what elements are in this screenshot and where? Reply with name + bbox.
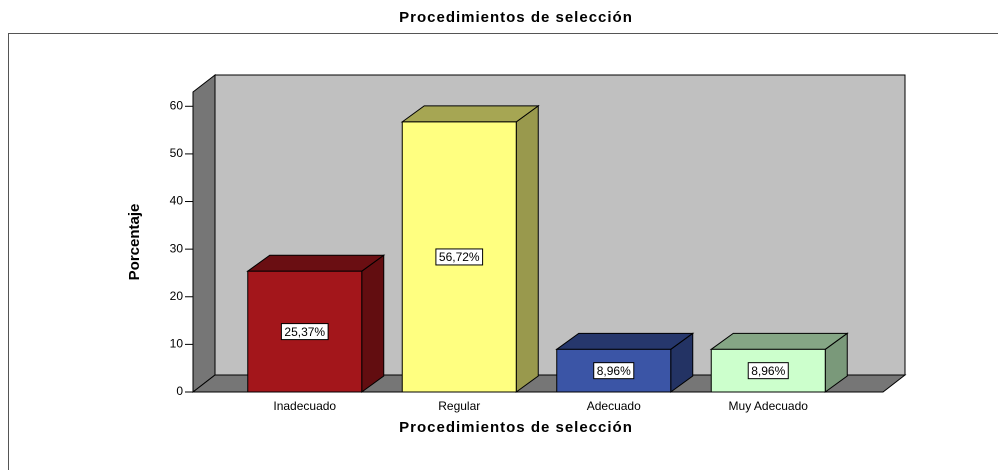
x-tick-label: Regular bbox=[438, 399, 480, 413]
y-tick-label: 10 bbox=[170, 337, 184, 351]
value-label: 56,72% bbox=[439, 250, 480, 264]
value-label: 8,96% bbox=[597, 364, 631, 378]
side-wall bbox=[192, 73, 216, 394]
x-tick-label: Muy Adecuado bbox=[729, 399, 809, 413]
bar-top bbox=[555, 332, 695, 350]
bar-side bbox=[361, 254, 385, 393]
bar-top bbox=[709, 332, 849, 350]
x-tick-label: Adecuado bbox=[587, 399, 641, 413]
bar-side bbox=[515, 104, 539, 393]
x-tick-label: Inadecuado bbox=[273, 399, 336, 413]
y-axis-title: Porcentaje bbox=[126, 204, 143, 281]
value-label-box bbox=[593, 362, 635, 380]
value-label: 25,37% bbox=[284, 325, 325, 339]
y-tick-label: 40 bbox=[170, 194, 184, 208]
y-tick-label: 30 bbox=[170, 241, 184, 255]
chart-title: Procedimientos de selección bbox=[399, 9, 633, 26]
value-label-box bbox=[435, 248, 484, 266]
bar-top bbox=[400, 105, 540, 123]
value-label: 8,96% bbox=[751, 364, 785, 378]
bar-top bbox=[246, 254, 386, 272]
x-axis-title: Procedimientos de selección bbox=[399, 419, 633, 436]
value-label-box bbox=[280, 323, 329, 341]
y-tick-label: 0 bbox=[176, 384, 183, 398]
value-label-box bbox=[747, 362, 789, 380]
y-tick-label: 50 bbox=[170, 146, 184, 160]
y-tick-label: 20 bbox=[170, 289, 184, 303]
y-tick-label: 60 bbox=[170, 98, 184, 112]
